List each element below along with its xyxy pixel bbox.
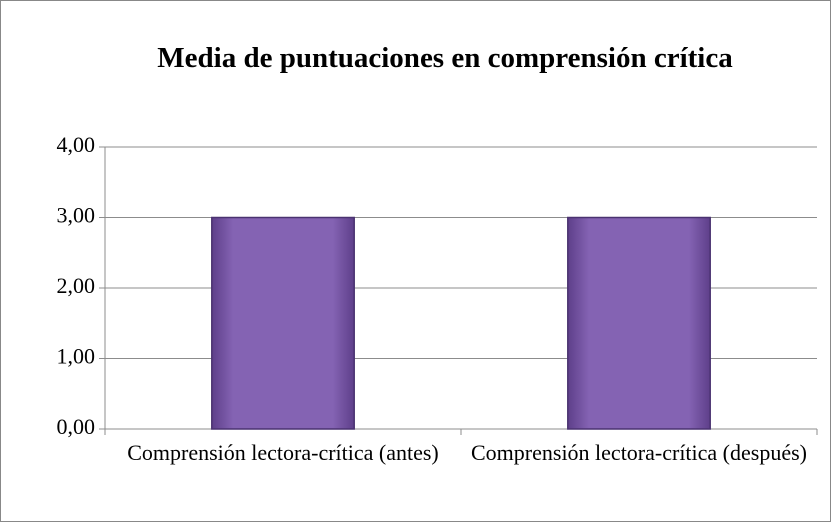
- y-tick-label: 3,00: [57, 203, 96, 228]
- x-tick-label: Comprensión lectora-crítica (antes): [127, 440, 439, 465]
- chart-title: Media de puntuaciones en comprensión crí…: [157, 42, 733, 74]
- x-tick-label: Comprensión lectora-crítica (después): [471, 440, 807, 465]
- y-tick-label: 0,00: [57, 414, 96, 439]
- y-tick-label: 1,00: [57, 344, 96, 369]
- bar: [211, 216, 355, 430]
- bar: [567, 216, 711, 430]
- y-tick-label: 2,00: [57, 273, 96, 298]
- y-tick-label: 4,00: [57, 132, 96, 157]
